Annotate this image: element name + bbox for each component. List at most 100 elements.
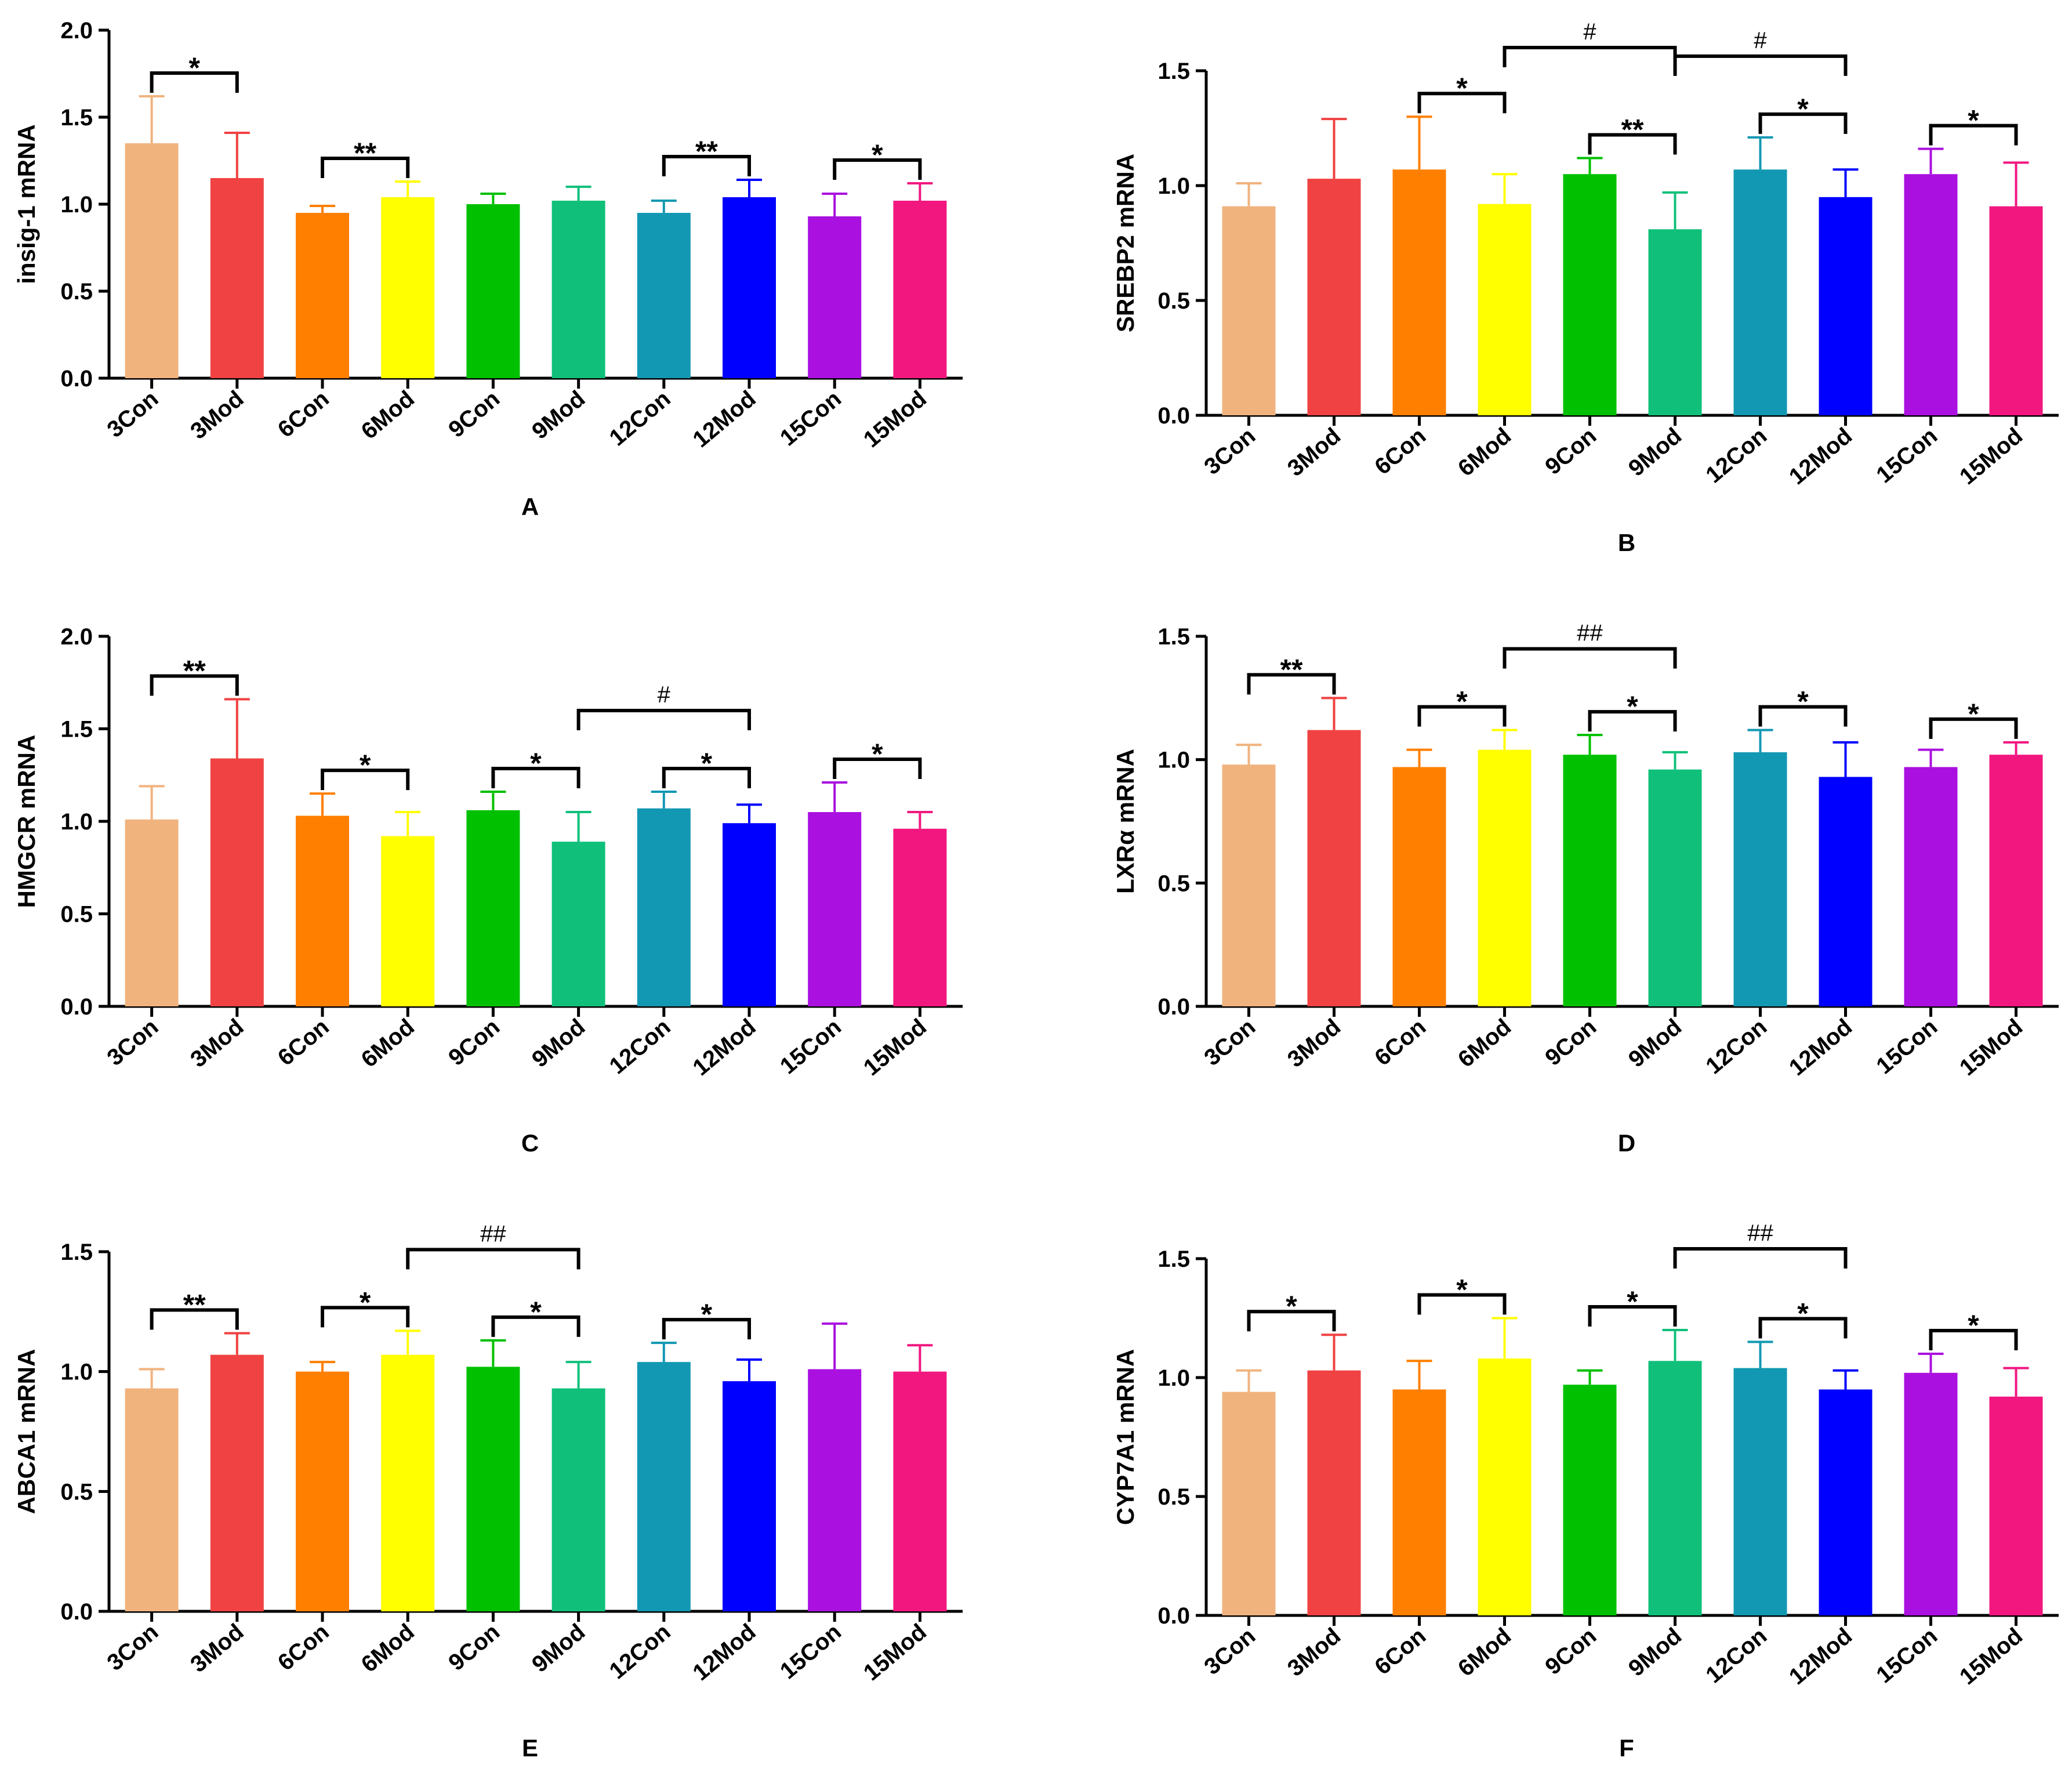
bar-15con	[808, 1369, 862, 1611]
x-tick-label: 6Mod	[357, 1619, 419, 1677]
significance-bracket	[1929, 124, 2018, 146]
significance-label: *	[188, 52, 200, 84]
y-tick-label: 0.0	[60, 994, 93, 1020]
x-tick-label: 9Con	[444, 386, 505, 443]
significance-label: *	[1968, 104, 1979, 137]
significance-bracket	[833, 758, 922, 780]
x-tick-label: 6Con	[273, 1619, 334, 1676]
significance-label: *	[872, 139, 883, 171]
y-tick-label: 1.5	[60, 1240, 93, 1265]
y-tick-label: 0.5	[60, 1479, 93, 1505]
significance-bracket	[1929, 1329, 2018, 1350]
significance-label: *	[360, 1286, 371, 1318]
x-tick-label: 6Mod	[1453, 1014, 1516, 1072]
significance-bracket	[1673, 54, 1848, 76]
significance-label: #	[658, 682, 671, 708]
panel-c: 0.0 0.5 1.0 1.5 2.0 HMGCR mRNA 3Con 3Mod 6Con 6Mo…	[13, 624, 963, 1157]
bar-12mod	[723, 1381, 776, 1611]
bar-3con	[125, 143, 179, 378]
x-tick-label: 12Con	[1701, 423, 1772, 488]
panel-a: 0.0 0.5 1.0 1.5 2.0 insig-1 mRNA 3Con 3Mod 6Con 6…	[13, 18, 963, 520]
significance-bracket	[1588, 1305, 1677, 1327]
bar-6con	[1392, 767, 1446, 1006]
significance-bracket	[321, 157, 410, 178]
x-tick-label: 12Con	[605, 386, 676, 451]
significance-bracket	[1247, 1310, 1336, 1332]
significance-label: **	[1621, 113, 1644, 146]
x-tick-label: 15Mod	[859, 1014, 931, 1081]
bar-9con	[1563, 755, 1617, 1006]
x-tick-label: 9Mod	[1624, 1014, 1686, 1072]
panel-letter: A	[521, 493, 539, 520]
bar-15mod	[893, 828, 947, 1006]
significance-bracket	[662, 766, 751, 788]
x-tick-label: 6Mod	[1453, 1623, 1516, 1682]
x-tick-label: 3Mod	[186, 1014, 248, 1072]
x-tick-label: 12Mod	[688, 1014, 760, 1081]
x-tick-label: 3Con	[1199, 1623, 1260, 1680]
y-tick-label: 0.5	[1157, 1484, 1190, 1510]
significance-bracket	[833, 158, 922, 180]
bar-3con	[1222, 206, 1276, 415]
x-tick-label: 15Con	[775, 1014, 846, 1079]
y-tick-label: 2.0	[60, 18, 93, 44]
significance-bracket	[1673, 1247, 1848, 1269]
panel-letter: F	[1619, 1734, 1634, 1762]
significance-bracket	[321, 1306, 410, 1328]
significance-label: *	[872, 738, 883, 770]
y-tick-label: 1.0	[60, 192, 93, 218]
bar-15mod	[1989, 1396, 2043, 1615]
x-tick-label: 3Con	[1199, 1014, 1260, 1071]
x-tick-label: 12Mod	[1784, 423, 1857, 490]
bar-3con	[125, 1388, 179, 1611]
significance-label: *	[1797, 686, 1809, 718]
significance-label: #	[1583, 19, 1596, 45]
x-tick-label: 6Con	[1370, 1623, 1431, 1680]
x-tick-label: 3Mod	[1283, 1014, 1345, 1072]
y-axis-label: insig-1 mRNA	[13, 124, 40, 284]
bar-15mod	[1989, 755, 2043, 1006]
significance-bracket	[1503, 46, 1677, 67]
significance-label: **	[183, 654, 206, 687]
x-tick-label: 6Con	[273, 1014, 334, 1071]
significance-bracket	[662, 155, 751, 176]
y-axis-label: SREBP2 mRNA	[1112, 154, 1139, 332]
bar-15mod	[893, 201, 947, 378]
x-tick-label: 12Mod	[688, 386, 760, 452]
y-tick-label: 0.5	[1157, 288, 1190, 314]
x-tick-label: 15Mod	[859, 386, 931, 452]
significance-label: *	[530, 1296, 542, 1328]
x-tick-label: 12Con	[605, 1619, 676, 1684]
x-tick-label: 3Con	[102, 386, 163, 443]
x-tick-label: 6Con	[1370, 1014, 1431, 1071]
bar-3con	[1222, 1391, 1276, 1615]
panel-b: 0.0 0.5 1.0 1.5 SREBP2 mRNA 3Con 3Mod 6Con 6Mod 9…	[1112, 19, 2059, 556]
x-tick-label: 15Con	[1871, 1623, 1942, 1688]
significance-bracket	[150, 71, 239, 93]
x-tick-label: 12Con	[1701, 1014, 1772, 1079]
bar-9con	[466, 810, 520, 1006]
x-tick-label: 3Con	[1199, 423, 1260, 480]
x-tick-label: 6Con	[1370, 423, 1431, 480]
significance-bracket	[1758, 112, 1848, 134]
y-tick-label: 1.5	[1157, 1246, 1190, 1272]
x-tick-label: 9Con	[444, 1014, 505, 1071]
significance-bracket	[491, 1315, 580, 1337]
y-tick-label: 1.5	[60, 105, 93, 131]
bar-3mod	[210, 758, 264, 1006]
bar-12con	[637, 1362, 691, 1611]
bar-9mod	[1648, 229, 1702, 415]
bar-12con	[1733, 1368, 1787, 1615]
bar-3mod	[1307, 730, 1361, 1006]
significance-label: *	[1456, 72, 1468, 104]
significance-label: *	[1968, 1309, 1979, 1342]
significance-bracket	[1503, 647, 1677, 669]
bar-15con	[808, 216, 862, 378]
significance-label: *	[701, 747, 713, 780]
bar-12con	[637, 213, 691, 378]
significance-label: *	[701, 1298, 713, 1331]
bar-9con	[466, 1367, 520, 1611]
x-tick-label: 15Con	[1871, 423, 1942, 488]
bar-9con	[1563, 174, 1617, 415]
bar-15mod	[1989, 206, 2043, 415]
